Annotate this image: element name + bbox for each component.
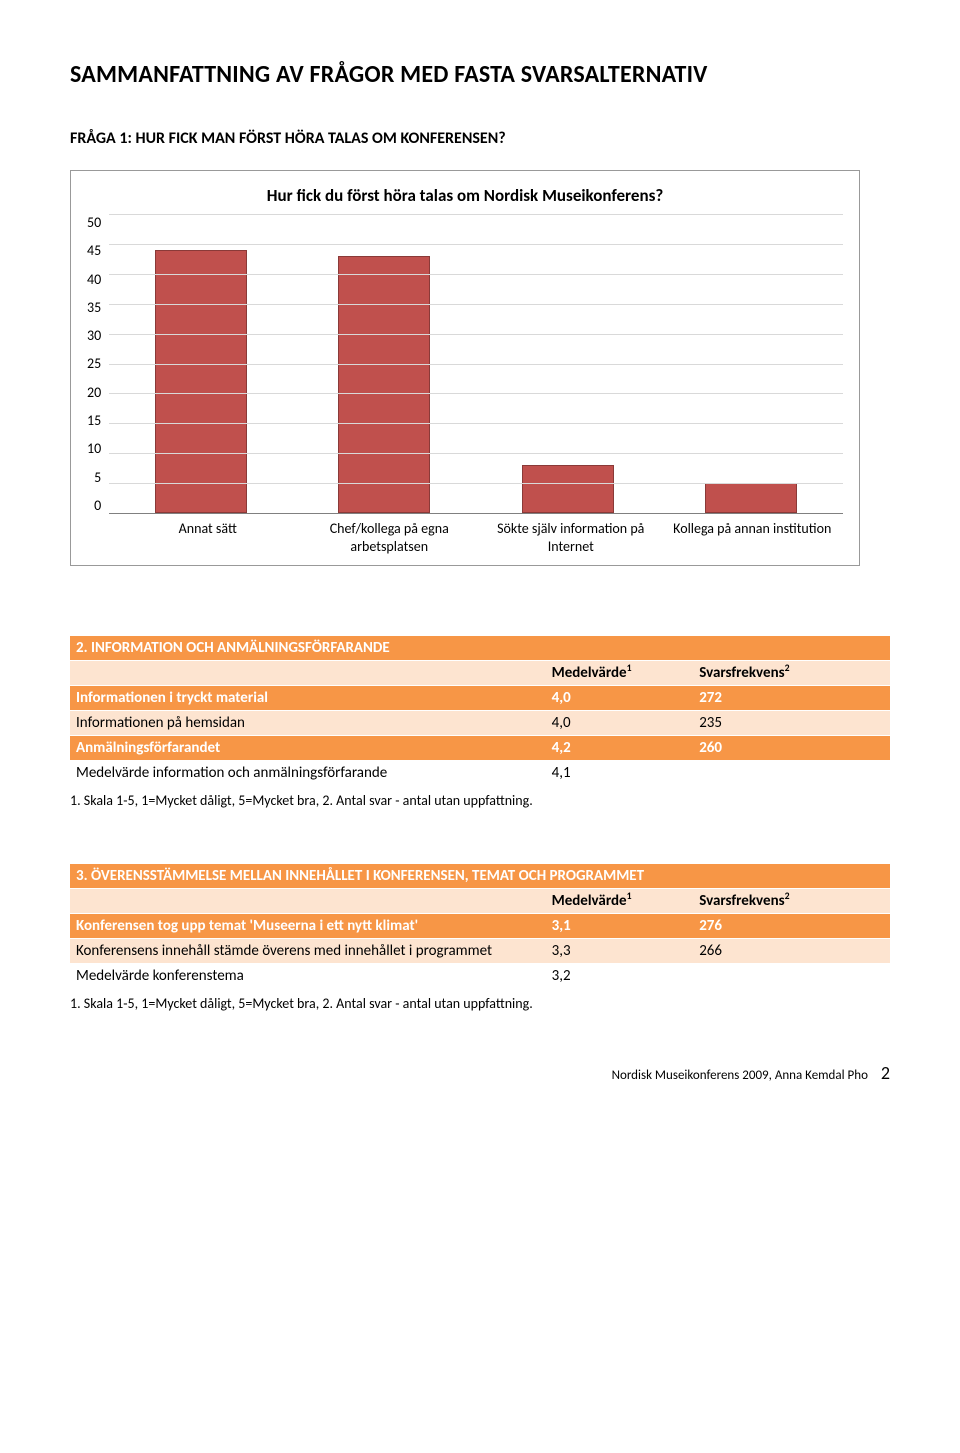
chart-gridline	[109, 244, 843, 245]
chart-gridline	[109, 214, 843, 215]
table-row-freq: 260	[693, 736, 890, 761]
table-information: 2. INFORMATION OCH ANMÄLNINGSFÖRFARANDE …	[70, 636, 890, 786]
page-footer: Nordisk Museikonferens 2009, Anna Kemdal…	[70, 1062, 890, 1084]
table3-header-freq-sup: 2	[785, 890, 790, 902]
table-row-label: Konferensens innehåll stämde överens med…	[70, 939, 546, 964]
footer-page-number: 2	[881, 1062, 890, 1084]
table2-header-freq-sup: 2	[785, 662, 790, 674]
table-row-freq	[693, 964, 890, 989]
table-row: Konferensen tog upp temat 'Museerna i et…	[70, 914, 890, 939]
table-row-freq	[693, 761, 890, 786]
table2-header-mean: Medelvärde1	[546, 661, 694, 686]
table-row: Konferensens innehåll stämde överens med…	[70, 939, 890, 964]
table2-header-freq: Svarsfrekvens2	[693, 661, 890, 686]
chart-x-label: Annat sätt	[117, 514, 299, 555]
chart-x-axis: Annat sättChef/kollega på egna arbetspla…	[117, 514, 843, 555]
table3-header-freq: Svarsfrekvens2	[693, 889, 890, 914]
chart-y-tick: 15	[87, 412, 101, 429]
chart-x-label: Chef/kollega på egna arbetsplatsen	[299, 514, 481, 555]
chart-container: Hur fick du först höra talas om Nordisk …	[70, 170, 860, 566]
table2-footnote: 1. Skala 1-5, 1=Mycket dåligt, 5=Mycket …	[70, 792, 890, 809]
chart-gridline	[109, 334, 843, 335]
table3-header-freq-text: Svarsfrekvens	[699, 892, 784, 910]
chart-y-tick: 40	[87, 271, 101, 288]
chart-title: Hur fick du först höra talas om Nordisk …	[87, 185, 843, 206]
table-row-mean: 3,1	[546, 914, 694, 939]
table-row-label: Anmälningsförfarandet	[70, 736, 546, 761]
chart-y-tick: 45	[87, 242, 101, 259]
table-row-mean: 4,1	[546, 761, 694, 786]
table2-header-mean-sup: 1	[627, 662, 632, 674]
table2-header-freq-text: Svarsfrekvens	[699, 664, 784, 682]
chart-y-tick: 25	[87, 355, 101, 372]
table3-header-mean-text: Medelvärde	[552, 892, 627, 910]
chart-y-tick: 35	[87, 299, 101, 316]
chart-gridline	[109, 364, 843, 365]
chart-gridline	[109, 453, 843, 454]
table-row-label: Informationen på hemsidan	[70, 711, 546, 736]
table2-header-mean-text: Medelvärde	[552, 664, 627, 682]
table-row-mean: 3,2	[546, 964, 694, 989]
footer-text: Nordisk Museikonferens 2009, Anna Kemdal…	[612, 1068, 868, 1083]
table-row-mean: 4,0	[546, 686, 694, 711]
chart-bar	[705, 483, 797, 513]
chart-gridline	[109, 483, 843, 484]
table2-title: 2. INFORMATION OCH ANMÄLNINGSFÖRFARANDE	[70, 636, 890, 661]
table-row-freq: 235	[693, 711, 890, 736]
table-row-label: Medelvärde information och anmälningsför…	[70, 761, 546, 786]
table-row-freq: 266	[693, 939, 890, 964]
table3-footnote: 1. Skala 1-5, 1=Mycket dåligt, 5=Mycket …	[70, 995, 890, 1012]
table-row: Anmälningsförfarandet4,2260	[70, 736, 890, 761]
table-row-mean: 4,2	[546, 736, 694, 761]
table-row-freq: 272	[693, 686, 890, 711]
table2-header-blank	[70, 661, 546, 686]
table-row-label: Medelvärde konferenstema	[70, 964, 546, 989]
chart-y-tick: 5	[94, 469, 101, 486]
chart-bar	[522, 465, 614, 513]
table-row-mean: 3,3	[546, 939, 694, 964]
table3-title: 3. ÖVERENSSTÄMMELSE MELLAN INNEHÅLLET I …	[70, 864, 890, 889]
question-subtitle: FRÅGA 1: HUR FICK MAN FÖRST HÖRA TALAS O…	[70, 129, 890, 148]
table-row-freq: 276	[693, 914, 890, 939]
table-row: Informationen på hemsidan4,0235	[70, 711, 890, 736]
chart-bar	[155, 250, 247, 513]
chart-y-tick: 0	[94, 497, 101, 514]
table3-header-blank	[70, 889, 546, 914]
chart-plot-area	[109, 214, 843, 514]
page-title: SAMMANFATTNING AV FRÅGOR MED FASTA SVARS…	[70, 60, 890, 89]
table-row-label: Informationen i tryckt material	[70, 686, 546, 711]
table-row: Medelvärde information och anmälningsför…	[70, 761, 890, 786]
table-row: Medelvärde konferenstema3,2	[70, 964, 890, 989]
table3-header-mean: Medelvärde1	[546, 889, 694, 914]
chart-bar	[338, 256, 430, 513]
chart-y-tick: 20	[87, 384, 101, 401]
table-overensstammelse: 3. ÖVERENSSTÄMMELSE MELLAN INNEHÅLLET I …	[70, 864, 890, 989]
chart-gridline	[109, 304, 843, 305]
chart-body: 50454035302520151050	[87, 214, 843, 514]
table-row-mean: 4,0	[546, 711, 694, 736]
chart-x-label: Kollega på annan institution	[662, 514, 844, 555]
chart-gridline	[109, 423, 843, 424]
table-row-label: Konferensen tog upp temat 'Museerna i et…	[70, 914, 546, 939]
chart-y-axis: 50454035302520151050	[87, 214, 109, 514]
table-row: Informationen i tryckt material4,0272	[70, 686, 890, 711]
chart-y-tick: 10	[87, 440, 101, 457]
chart-gridline	[109, 274, 843, 275]
chart-gridline	[109, 393, 843, 394]
table3-header-mean-sup: 1	[627, 890, 632, 902]
chart-x-label: Sökte själv information på Internet	[480, 514, 662, 555]
chart-y-tick: 50	[87, 214, 101, 231]
chart-y-tick: 30	[87, 327, 101, 344]
